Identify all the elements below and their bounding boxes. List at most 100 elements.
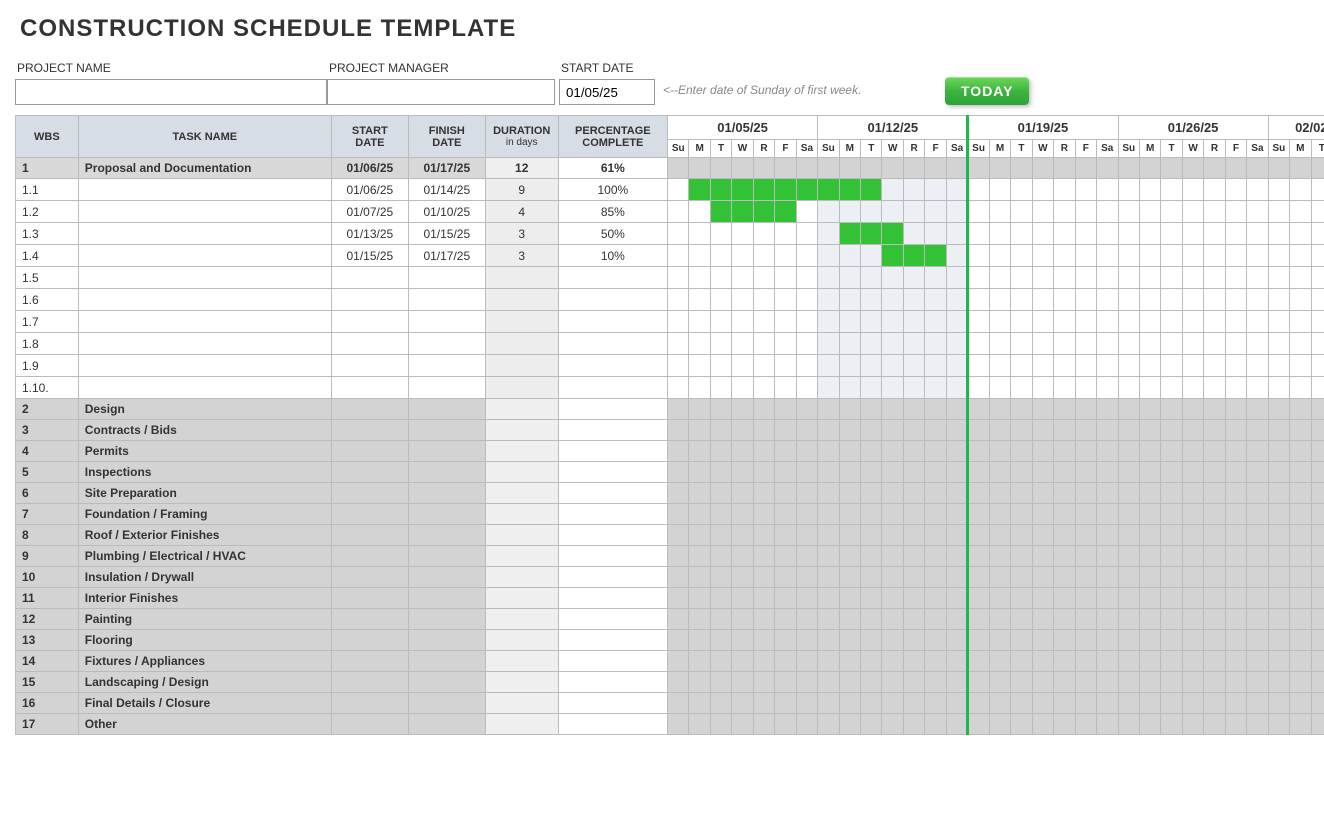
task-cell[interactable]	[78, 311, 331, 333]
finish-cell[interactable]: 01/15/25	[408, 223, 485, 245]
task-cell[interactable]	[78, 201, 331, 223]
cal-cell	[1139, 158, 1160, 179]
cal-cell	[1204, 693, 1225, 714]
finish-cell[interactable]	[408, 311, 485, 333]
pct-cell[interactable]	[558, 289, 667, 311]
cal-cell	[689, 201, 710, 223]
wbs-cell: 1.4	[16, 245, 79, 267]
gantt-table[interactable]: WBSTASK NAMESTARTDATEFINISHDATEDURATIONi…	[15, 115, 1324, 735]
cal-cell	[1096, 420, 1118, 441]
finish-cell[interactable]: 01/10/25	[408, 201, 485, 223]
phase-row[interactable]: 13Flooring	[16, 630, 1324, 651]
start-cell[interactable]	[331, 333, 408, 355]
task-row[interactable]: 1.8	[16, 333, 1324, 355]
cal-cell	[946, 223, 968, 245]
finish-cell[interactable]	[408, 377, 485, 399]
phase-row[interactable]: 11Interior Finishes	[16, 588, 1324, 609]
finish-cell[interactable]: 01/17/25	[408, 245, 485, 267]
cal-cell	[925, 201, 946, 223]
pct-cell[interactable]: 10%	[558, 245, 667, 267]
task-cell[interactable]	[78, 179, 331, 201]
phase-row[interactable]: 2Design	[16, 399, 1324, 420]
section-row[interactable]: 1Proposal and Documentation01/06/2501/17…	[16, 158, 1324, 179]
task-row[interactable]: 1.201/07/2501/10/25485%	[16, 201, 1324, 223]
start-cell[interactable]	[331, 311, 408, 333]
start-cell[interactable]	[331, 377, 408, 399]
start-cell[interactable]	[331, 289, 408, 311]
phase-row[interactable]: 16Final Details / Closure	[16, 693, 1324, 714]
start-cell[interactable]	[331, 355, 408, 377]
cal-cell	[1225, 588, 1246, 609]
cal-cell	[1096, 245, 1118, 267]
cal-cell	[1096, 567, 1118, 588]
task-row[interactable]: 1.301/13/2501/15/25350%	[16, 223, 1324, 245]
cal-cell	[839, 714, 860, 735]
cal-cell	[1054, 567, 1075, 588]
phase-row[interactable]: 6Site Preparation	[16, 483, 1324, 504]
cal-cell	[1182, 504, 1203, 525]
phase-row[interactable]: 8Roof / Exterior Finishes	[16, 525, 1324, 546]
task-row[interactable]: 1.5	[16, 267, 1324, 289]
task-cell[interactable]	[78, 333, 331, 355]
task-cell[interactable]	[78, 245, 331, 267]
phase-row[interactable]: 7Foundation / Framing	[16, 504, 1324, 525]
cal-cell	[796, 311, 818, 333]
phase-row[interactable]: 17Other	[16, 714, 1324, 735]
task-row[interactable]: 1.6	[16, 289, 1324, 311]
project-manager-input[interactable]	[327, 79, 555, 105]
phase-row[interactable]: 12Painting	[16, 609, 1324, 630]
finish-cell[interactable]: 01/14/25	[408, 179, 485, 201]
finish-cell[interactable]	[408, 333, 485, 355]
pct-cell[interactable]: 100%	[558, 179, 667, 201]
cal-cell	[1075, 588, 1096, 609]
task-row[interactable]: 1.101/06/2501/14/259100%	[16, 179, 1324, 201]
finish-cell[interactable]	[408, 355, 485, 377]
start-cell[interactable]: 01/15/25	[331, 245, 408, 267]
phase-row[interactable]: 10Insulation / Drywall	[16, 567, 1324, 588]
pct-cell[interactable]	[558, 267, 667, 289]
cal-cell	[775, 462, 796, 483]
cal-cell	[1011, 289, 1032, 311]
task-row[interactable]: 1.401/15/2501/17/25310%	[16, 245, 1324, 267]
cal-cell	[1139, 420, 1160, 441]
cal-cell	[989, 333, 1010, 355]
task-row[interactable]: 1.7	[16, 311, 1324, 333]
cal-cell	[753, 546, 774, 567]
pct-cell[interactable]	[558, 311, 667, 333]
cal-cell	[689, 483, 710, 504]
phase-row[interactable]: 14Fixtures / Appliances	[16, 651, 1324, 672]
pct-cell[interactable]: 50%	[558, 223, 667, 245]
task-row[interactable]: 1.9	[16, 355, 1324, 377]
cal-cell	[1032, 441, 1053, 462]
phase-row[interactable]: 9Plumbing / Electrical / HVAC	[16, 546, 1324, 567]
cal-cell	[818, 672, 839, 693]
start-cell[interactable]: 01/13/25	[331, 223, 408, 245]
phase-row[interactable]: 5Inspections	[16, 462, 1324, 483]
task-row[interactable]: 1.10.	[16, 377, 1324, 399]
task-cell[interactable]	[78, 355, 331, 377]
today-button[interactable]: TODAY	[945, 77, 1029, 105]
task-cell[interactable]	[78, 377, 331, 399]
task-cell[interactable]	[78, 223, 331, 245]
pct-cell[interactable]: 85%	[558, 201, 667, 223]
finish-cell[interactable]	[408, 289, 485, 311]
pct-cell[interactable]	[558, 355, 667, 377]
cal-cell	[1096, 609, 1118, 630]
cal-cell	[1247, 672, 1269, 693]
cal-cell	[1247, 567, 1269, 588]
pct-cell[interactable]	[558, 377, 667, 399]
finish-cell[interactable]	[408, 267, 485, 289]
start-cell[interactable]: 01/07/25	[331, 201, 408, 223]
cal-cell	[968, 462, 989, 483]
phase-row[interactable]: 3Contracts / Bids	[16, 420, 1324, 441]
start-date-input[interactable]	[559, 79, 655, 105]
task-cell[interactable]	[78, 267, 331, 289]
start-cell[interactable]: 01/06/25	[331, 179, 408, 201]
phase-row[interactable]: 15Landscaping / Design	[16, 672, 1324, 693]
phase-row[interactable]: 4Permits	[16, 441, 1324, 462]
start-cell[interactable]	[331, 267, 408, 289]
cal-cell	[882, 630, 903, 651]
project-name-input[interactable]	[15, 79, 327, 105]
task-cell[interactable]	[78, 289, 331, 311]
pct-cell[interactable]	[558, 333, 667, 355]
